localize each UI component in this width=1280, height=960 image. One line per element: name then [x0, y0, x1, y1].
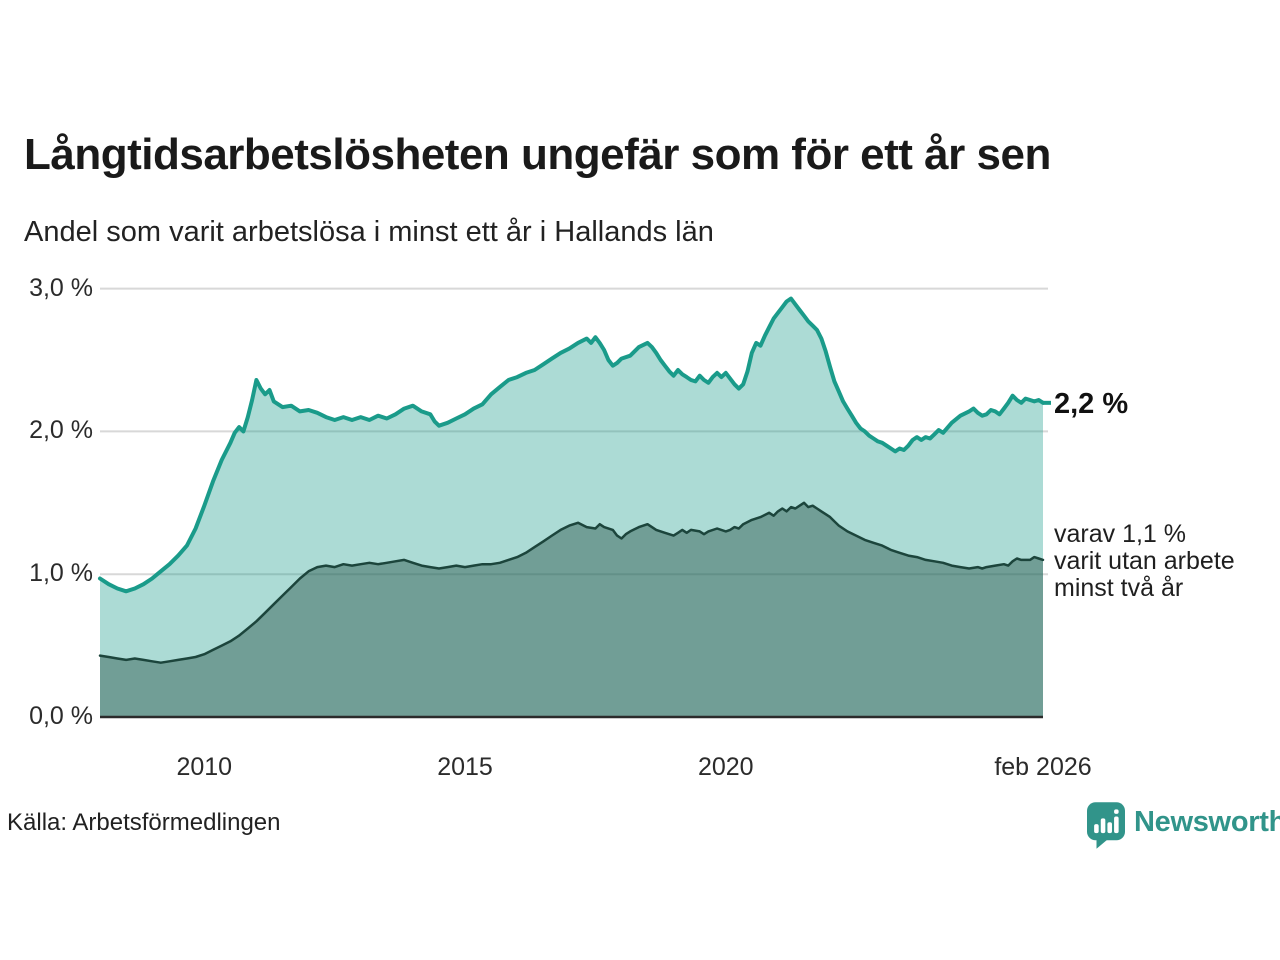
gridlines	[100, 287, 1048, 576]
x-tick-label: 2020	[697, 753, 754, 781]
newsworthy-logo: Newsworthy	[1087, 802, 1280, 850]
x-tick-label: 2010	[176, 753, 233, 781]
breakdown-line-3: minst två år	[1054, 574, 1184, 602]
source-credit: Källa: Arbetsförmedlingen	[7, 809, 281, 836]
newsworthy-speech-bubble-bar-chart-icon	[1087, 802, 1125, 849]
chart-subtitle: Andel som varit arbetslösa i minst ett å…	[24, 216, 714, 248]
breakdown-annotation: varav 1,1 % varit utan arbete minst två …	[1054, 521, 1235, 602]
x-tick-label: feb 2026	[994, 753, 1092, 781]
x-tick-label: 2015	[437, 753, 493, 781]
series-two-year-line	[98, 501, 1045, 664]
y-tick-label: 1,0 %	[29, 559, 93, 588]
breakdown-line-2: varit utan arbete	[1054, 547, 1235, 575]
series-total-line	[98, 296, 1045, 594]
page-title: Långtidsarbetslösheten ungefär som för e…	[24, 130, 1051, 179]
y-tick-label: 0,0 %	[29, 702, 93, 730]
y-tick-label: 2,0 %	[29, 416, 93, 445]
series-two-year-area	[100, 502, 1043, 717]
series-total-area	[100, 298, 1043, 717]
y-tick-label: 3,0 %	[29, 273, 93, 302]
latest-value-label: 2,2 %	[1054, 388, 1129, 420]
breakdown-line-1: varav 1,1 %	[1054, 520, 1187, 548]
newsworthy-logo-text: Newsworthy	[1134, 806, 1280, 838]
